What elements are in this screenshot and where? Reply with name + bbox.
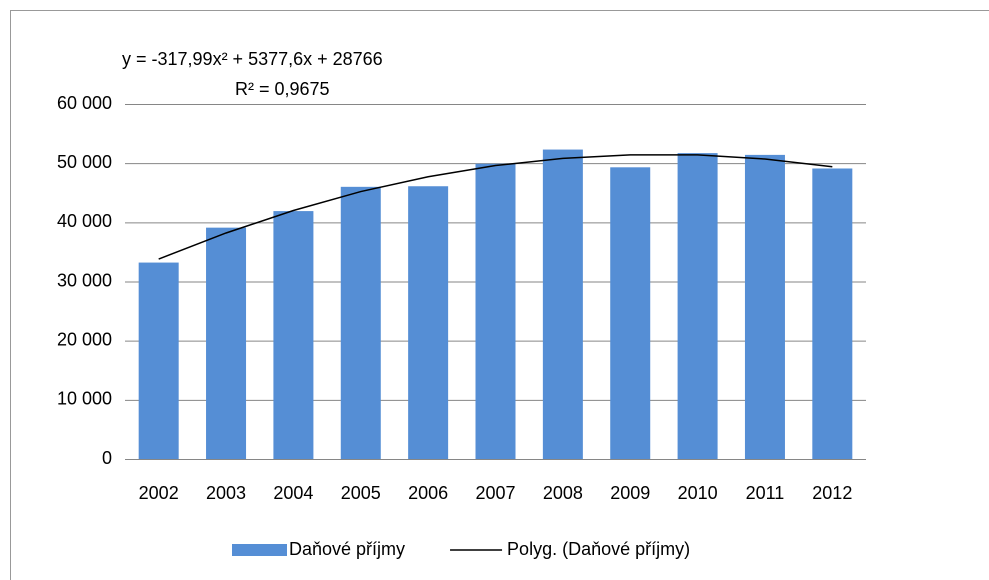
y-tick-label: 30 000	[57, 270, 112, 290]
bar	[206, 227, 247, 459]
x-tick-label: 2006	[408, 483, 448, 503]
x-tick-label: 2011	[746, 483, 785, 503]
bar	[812, 168, 853, 459]
bar	[138, 262, 179, 459]
x-tick-label: 2007	[475, 483, 515, 503]
bar	[610, 167, 651, 459]
x-tick-label: 2012	[812, 483, 852, 503]
bar	[475, 163, 516, 459]
x-tick-label: 2003	[206, 483, 246, 503]
y-tick-label: 10 000	[57, 389, 112, 409]
trendline-r-squared: R² = 0,9675	[235, 79, 330, 99]
y-tick-label: 20 000	[57, 329, 112, 349]
bar	[677, 153, 718, 459]
bar	[408, 186, 449, 459]
trendline-equation: y = -317,99x² + 5377,6x + 28766	[122, 49, 383, 69]
y-tick-label: 50 000	[57, 152, 112, 172]
x-tick-label: 2002	[139, 483, 179, 503]
legend-swatch	[232, 544, 287, 556]
bar	[273, 211, 314, 459]
x-tick-label: 2010	[678, 483, 718, 503]
legend-label: Polyg. (Daňové příjmy)	[507, 539, 690, 559]
bar	[744, 154, 785, 459]
x-tick-label: 2009	[610, 483, 650, 503]
x-tick-label: 2004	[273, 483, 313, 503]
y-tick-label: 40 000	[57, 211, 112, 231]
x-tick-label: 2008	[543, 483, 583, 503]
trendline	[158, 154, 833, 260]
legend-label: Daňové příjmy	[289, 539, 405, 559]
y-tick-label: 60 000	[57, 93, 112, 113]
x-tick-label: 2005	[341, 483, 381, 503]
bar	[542, 149, 583, 459]
y-tick-label: 0	[102, 448, 112, 468]
bar	[340, 186, 381, 460]
